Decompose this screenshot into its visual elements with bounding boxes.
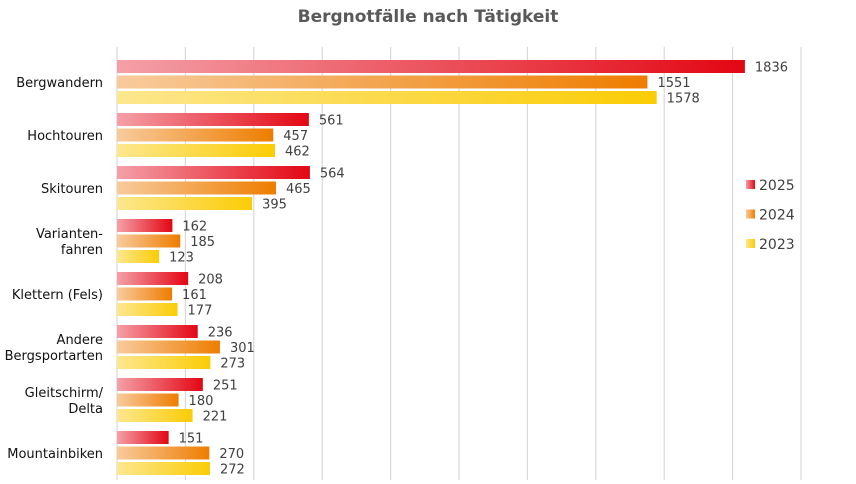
bar-2024 [117, 75, 648, 89]
data-label: 395 [262, 198, 287, 213]
data-label: 273 [220, 357, 245, 372]
bar-2023 [117, 144, 276, 157]
legend-swatch-2024 [746, 209, 755, 219]
bar-2024 [117, 340, 220, 354]
data-label: 161 [182, 288, 207, 303]
data-label: 177 [188, 304, 213, 319]
data-label: 564 [320, 167, 345, 182]
data-label: 251 [213, 379, 238, 394]
data-label: 270 [219, 447, 244, 462]
data-label: 151 [179, 432, 204, 447]
bar-2025 [117, 166, 310, 179]
bar-2024 [117, 446, 210, 460]
category-label: fahren [61, 243, 103, 258]
category-label: Mountainbiken [7, 447, 103, 462]
data-label: 457 [283, 129, 308, 144]
data-label: 1551 [657, 76, 690, 91]
category-label: Bergsportarten [5, 349, 103, 364]
bar-2023 [117, 250, 160, 263]
category-label: Klettern (Fels) [12, 288, 103, 303]
bar-2025 [117, 325, 198, 338]
data-label: 185 [190, 235, 215, 250]
bar-2023 [117, 303, 178, 316]
legend-label: 2023 [759, 237, 795, 253]
bar-2023 [117, 409, 193, 422]
bar-2024 [117, 234, 181, 248]
data-label: 1836 [755, 61, 788, 76]
legend-swatch-2023 [746, 239, 755, 248]
category-label: Skitouren [41, 182, 103, 197]
data-label: 236 [208, 326, 233, 341]
category-label: Delta [68, 402, 103, 417]
bar-2024 [117, 128, 274, 142]
bar-2024 [117, 181, 277, 195]
data-label: 123 [169, 251, 194, 266]
legend-swatch-2025 [746, 180, 755, 189]
category-label: Bergwandern [16, 76, 103, 91]
data-label: 1578 [667, 92, 700, 107]
data-label: 180 [189, 394, 214, 409]
bar-2025 [117, 272, 189, 285]
data-label: 272 [220, 463, 245, 478]
bar-2025 [117, 113, 309, 126]
category-label: Varianten- [36, 227, 103, 242]
data-label: 221 [203, 410, 228, 425]
bar-2025 [117, 219, 173, 232]
bar-2023 [117, 462, 211, 475]
legend-label: 2024 [759, 208, 795, 224]
data-label: 561 [319, 114, 344, 129]
legend-label: 2025 [759, 178, 795, 194]
category-label: Hochtouren [27, 129, 103, 144]
bar-2025 [117, 60, 745, 73]
bar-2023 [117, 197, 253, 210]
bar-2024 [117, 393, 179, 407]
bar-2023 [117, 356, 211, 369]
legend: 2025 2024 2023 [746, 178, 795, 253]
data-label: 162 [182, 220, 207, 235]
category-label: Gleitschirm/ [25, 386, 104, 401]
data-label: 301 [230, 341, 255, 356]
category-label: Andere [57, 333, 103, 348]
data-label: 462 [285, 145, 310, 160]
data-label: 208 [198, 273, 223, 288]
chart-title: Bergnotfälle nach Tätigkeit [298, 7, 559, 27]
bar-2024 [117, 287, 173, 301]
bar-2025 [117, 431, 169, 444]
bar-2025 [117, 378, 203, 391]
data-label: 465 [286, 182, 311, 197]
bar-2023 [117, 91, 657, 104]
category-labels: Bergwandern Hochtouren Skitouren Varianten-… [5, 76, 104, 462]
